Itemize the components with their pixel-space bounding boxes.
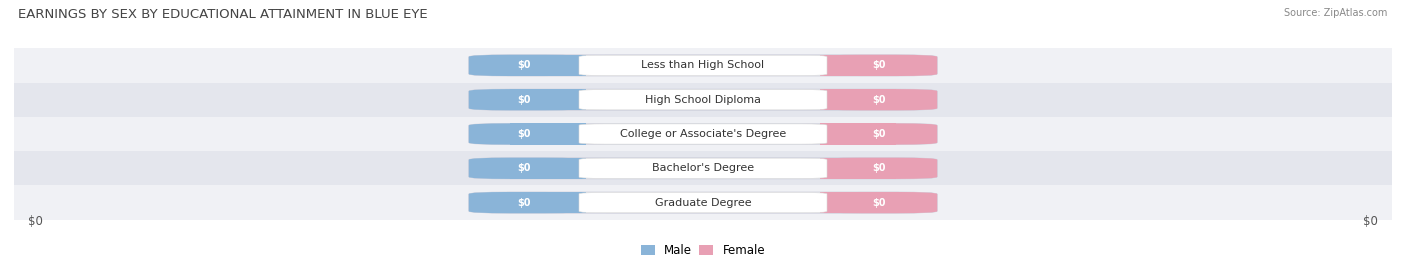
Bar xyxy=(14,117,1392,151)
Bar xyxy=(14,83,1392,117)
FancyBboxPatch shape xyxy=(468,123,938,145)
FancyBboxPatch shape xyxy=(510,123,586,145)
Legend: Male, Female: Male, Female xyxy=(636,239,770,262)
FancyBboxPatch shape xyxy=(820,89,938,110)
Text: Source: ZipAtlas.com: Source: ZipAtlas.com xyxy=(1284,8,1388,18)
FancyBboxPatch shape xyxy=(820,192,896,213)
Text: $0: $0 xyxy=(517,95,530,105)
FancyBboxPatch shape xyxy=(468,158,586,179)
Text: $0: $0 xyxy=(517,163,530,173)
FancyBboxPatch shape xyxy=(820,192,938,213)
FancyBboxPatch shape xyxy=(579,192,827,213)
Text: $0: $0 xyxy=(517,198,530,208)
Text: $0: $0 xyxy=(872,95,886,105)
FancyBboxPatch shape xyxy=(579,124,827,144)
FancyBboxPatch shape xyxy=(510,55,586,76)
FancyBboxPatch shape xyxy=(820,123,896,145)
FancyBboxPatch shape xyxy=(820,158,896,179)
Bar xyxy=(14,185,1392,220)
Text: $0: $0 xyxy=(1364,215,1378,228)
Bar xyxy=(14,48,1392,83)
Bar xyxy=(14,151,1392,185)
Text: $0: $0 xyxy=(872,198,886,208)
FancyBboxPatch shape xyxy=(579,55,827,76)
FancyBboxPatch shape xyxy=(468,192,938,213)
FancyBboxPatch shape xyxy=(820,55,896,76)
Text: Graduate Degree: Graduate Degree xyxy=(655,198,751,208)
FancyBboxPatch shape xyxy=(820,55,938,76)
FancyBboxPatch shape xyxy=(468,158,938,179)
FancyBboxPatch shape xyxy=(468,55,938,76)
Text: $0: $0 xyxy=(872,60,886,70)
Text: $0: $0 xyxy=(28,215,42,228)
Text: Bachelor's Degree: Bachelor's Degree xyxy=(652,163,754,173)
Text: $0: $0 xyxy=(872,163,886,173)
Text: $0: $0 xyxy=(872,129,886,139)
FancyBboxPatch shape xyxy=(579,90,827,110)
FancyBboxPatch shape xyxy=(510,192,586,213)
FancyBboxPatch shape xyxy=(510,158,586,179)
FancyBboxPatch shape xyxy=(510,89,586,110)
FancyBboxPatch shape xyxy=(820,123,938,145)
Text: EARNINGS BY SEX BY EDUCATIONAL ATTAINMENT IN BLUE EYE: EARNINGS BY SEX BY EDUCATIONAL ATTAINMEN… xyxy=(18,8,427,21)
FancyBboxPatch shape xyxy=(820,158,938,179)
FancyBboxPatch shape xyxy=(468,89,938,110)
Text: Less than High School: Less than High School xyxy=(641,60,765,70)
Text: High School Diploma: High School Diploma xyxy=(645,95,761,105)
FancyBboxPatch shape xyxy=(820,89,896,110)
Text: $0: $0 xyxy=(517,129,530,139)
Text: $0: $0 xyxy=(517,60,530,70)
FancyBboxPatch shape xyxy=(468,123,586,145)
Text: College or Associate's Degree: College or Associate's Degree xyxy=(620,129,786,139)
FancyBboxPatch shape xyxy=(468,192,586,213)
FancyBboxPatch shape xyxy=(468,55,586,76)
FancyBboxPatch shape xyxy=(468,89,586,110)
FancyBboxPatch shape xyxy=(579,158,827,178)
